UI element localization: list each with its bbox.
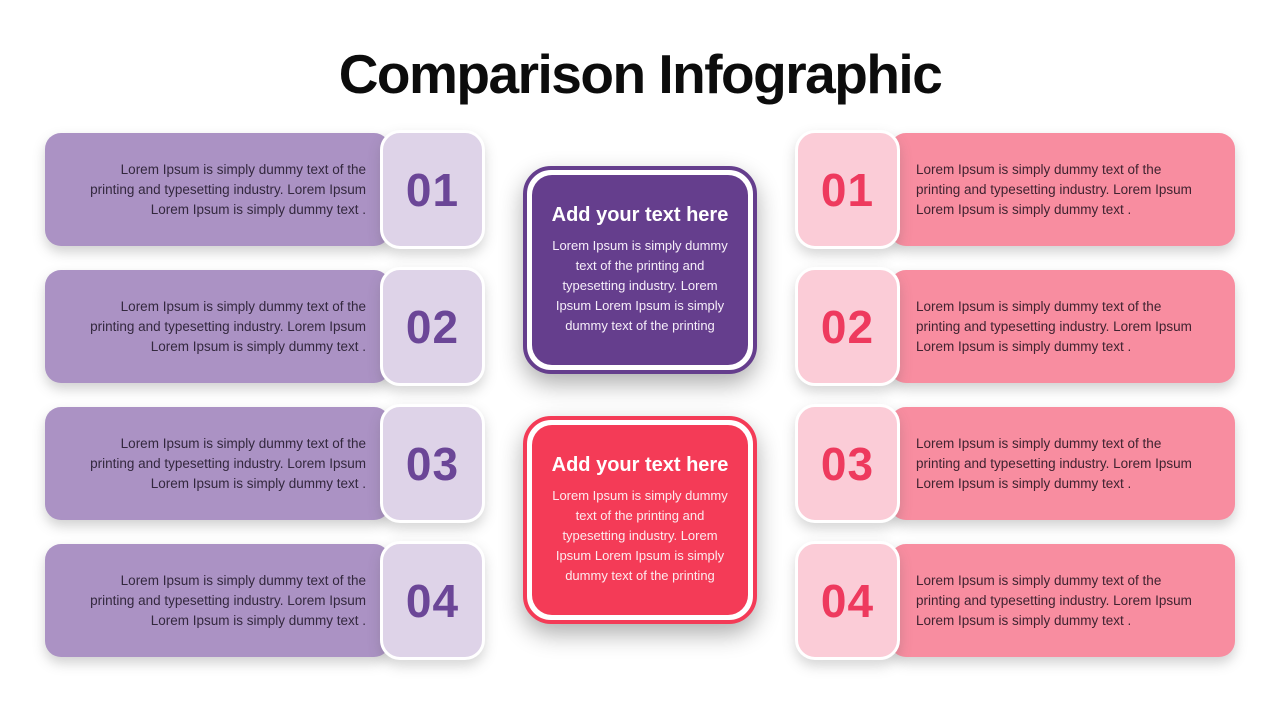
center-box-purple-body: Lorem Ipsum is simply dummy text of the … (552, 238, 728, 333)
left-row-2-number: 02 (380, 267, 485, 386)
center-box-purple-title: Add your text here (551, 204, 729, 226)
right-row-1: Lorem Ipsum is simply dummy text of the … (795, 130, 1235, 249)
center-box-pink-inner: Add your text here Lorem Ipsum is simply… (532, 425, 748, 615)
center-box-purple: Add your text here Lorem Ipsum is simply… (523, 166, 757, 374)
right-row-2: Lorem Ipsum is simply dummy text of the … (795, 267, 1235, 386)
left-row-1-bar: Lorem Ipsum is simply dummy text of the … (45, 133, 390, 246)
right-row-3-number: 03 (795, 404, 900, 523)
right-row-1-text: Lorem Ipsum is simply dummy text of the … (916, 161, 1192, 217)
right-row-4-number: 04 (795, 541, 900, 660)
left-row-3-number: 03 (380, 404, 485, 523)
center-box-pink-body: Lorem Ipsum is simply dummy text of the … (552, 488, 728, 583)
right-row-1-bar: Lorem Ipsum is simply dummy text of the … (890, 133, 1235, 246)
left-row-1-text: Lorem Ipsum is simply dummy text of the … (90, 161, 366, 217)
left-row-4-number: 04 (380, 541, 485, 660)
page-title: Comparison Infographic (338, 43, 943, 105)
right-row-2-bar: Lorem Ipsum is simply dummy text of the … (890, 270, 1235, 383)
left-row-1-number: 01 (380, 130, 485, 249)
left-column: Lorem Ipsum is simply dummy text of the … (45, 130, 485, 681)
right-row-2-text: Lorem Ipsum is simply dummy text of the … (916, 298, 1192, 354)
left-row-3-bar: Lorem Ipsum is simply dummy text of the … (45, 407, 390, 520)
left-row-1: Lorem Ipsum is simply dummy text of the … (45, 130, 485, 249)
right-row-4-text: Lorem Ipsum is simply dummy text of the … (916, 572, 1192, 628)
right-row-4-bar: Lorem Ipsum is simply dummy text of the … (890, 544, 1235, 657)
right-row-3-text: Lorem Ipsum is simply dummy text of the … (916, 435, 1192, 491)
left-row-3-text: Lorem Ipsum is simply dummy text of the … (90, 435, 366, 491)
left-row-4: Lorem Ipsum is simply dummy text of the … (45, 541, 485, 660)
right-row-3: Lorem Ipsum is simply dummy text of the … (795, 404, 1235, 523)
right-row-2-number: 02 (795, 267, 900, 386)
right-column: Lorem Ipsum is simply dummy text of the … (795, 130, 1235, 681)
center-box-pink: Add your text here Lorem Ipsum is simply… (523, 416, 757, 624)
right-row-4: Lorem Ipsum is simply dummy text of the … (795, 541, 1235, 660)
right-row-1-number: 01 (795, 130, 900, 249)
right-row-3-bar: Lorem Ipsum is simply dummy text of the … (890, 407, 1235, 520)
left-row-4-text: Lorem Ipsum is simply dummy text of the … (90, 572, 366, 628)
left-row-3: Lorem Ipsum is simply dummy text of the … (45, 404, 485, 523)
left-row-2: Lorem Ipsum is simply dummy text of the … (45, 267, 485, 386)
left-row-2-text: Lorem Ipsum is simply dummy text of the … (90, 298, 366, 354)
left-row-2-bar: Lorem Ipsum is simply dummy text of the … (45, 270, 390, 383)
center-box-purple-inner: Add your text here Lorem Ipsum is simply… (532, 175, 748, 365)
left-row-4-bar: Lorem Ipsum is simply dummy text of the … (45, 544, 390, 657)
center-box-pink-title: Add your text here (551, 454, 729, 476)
